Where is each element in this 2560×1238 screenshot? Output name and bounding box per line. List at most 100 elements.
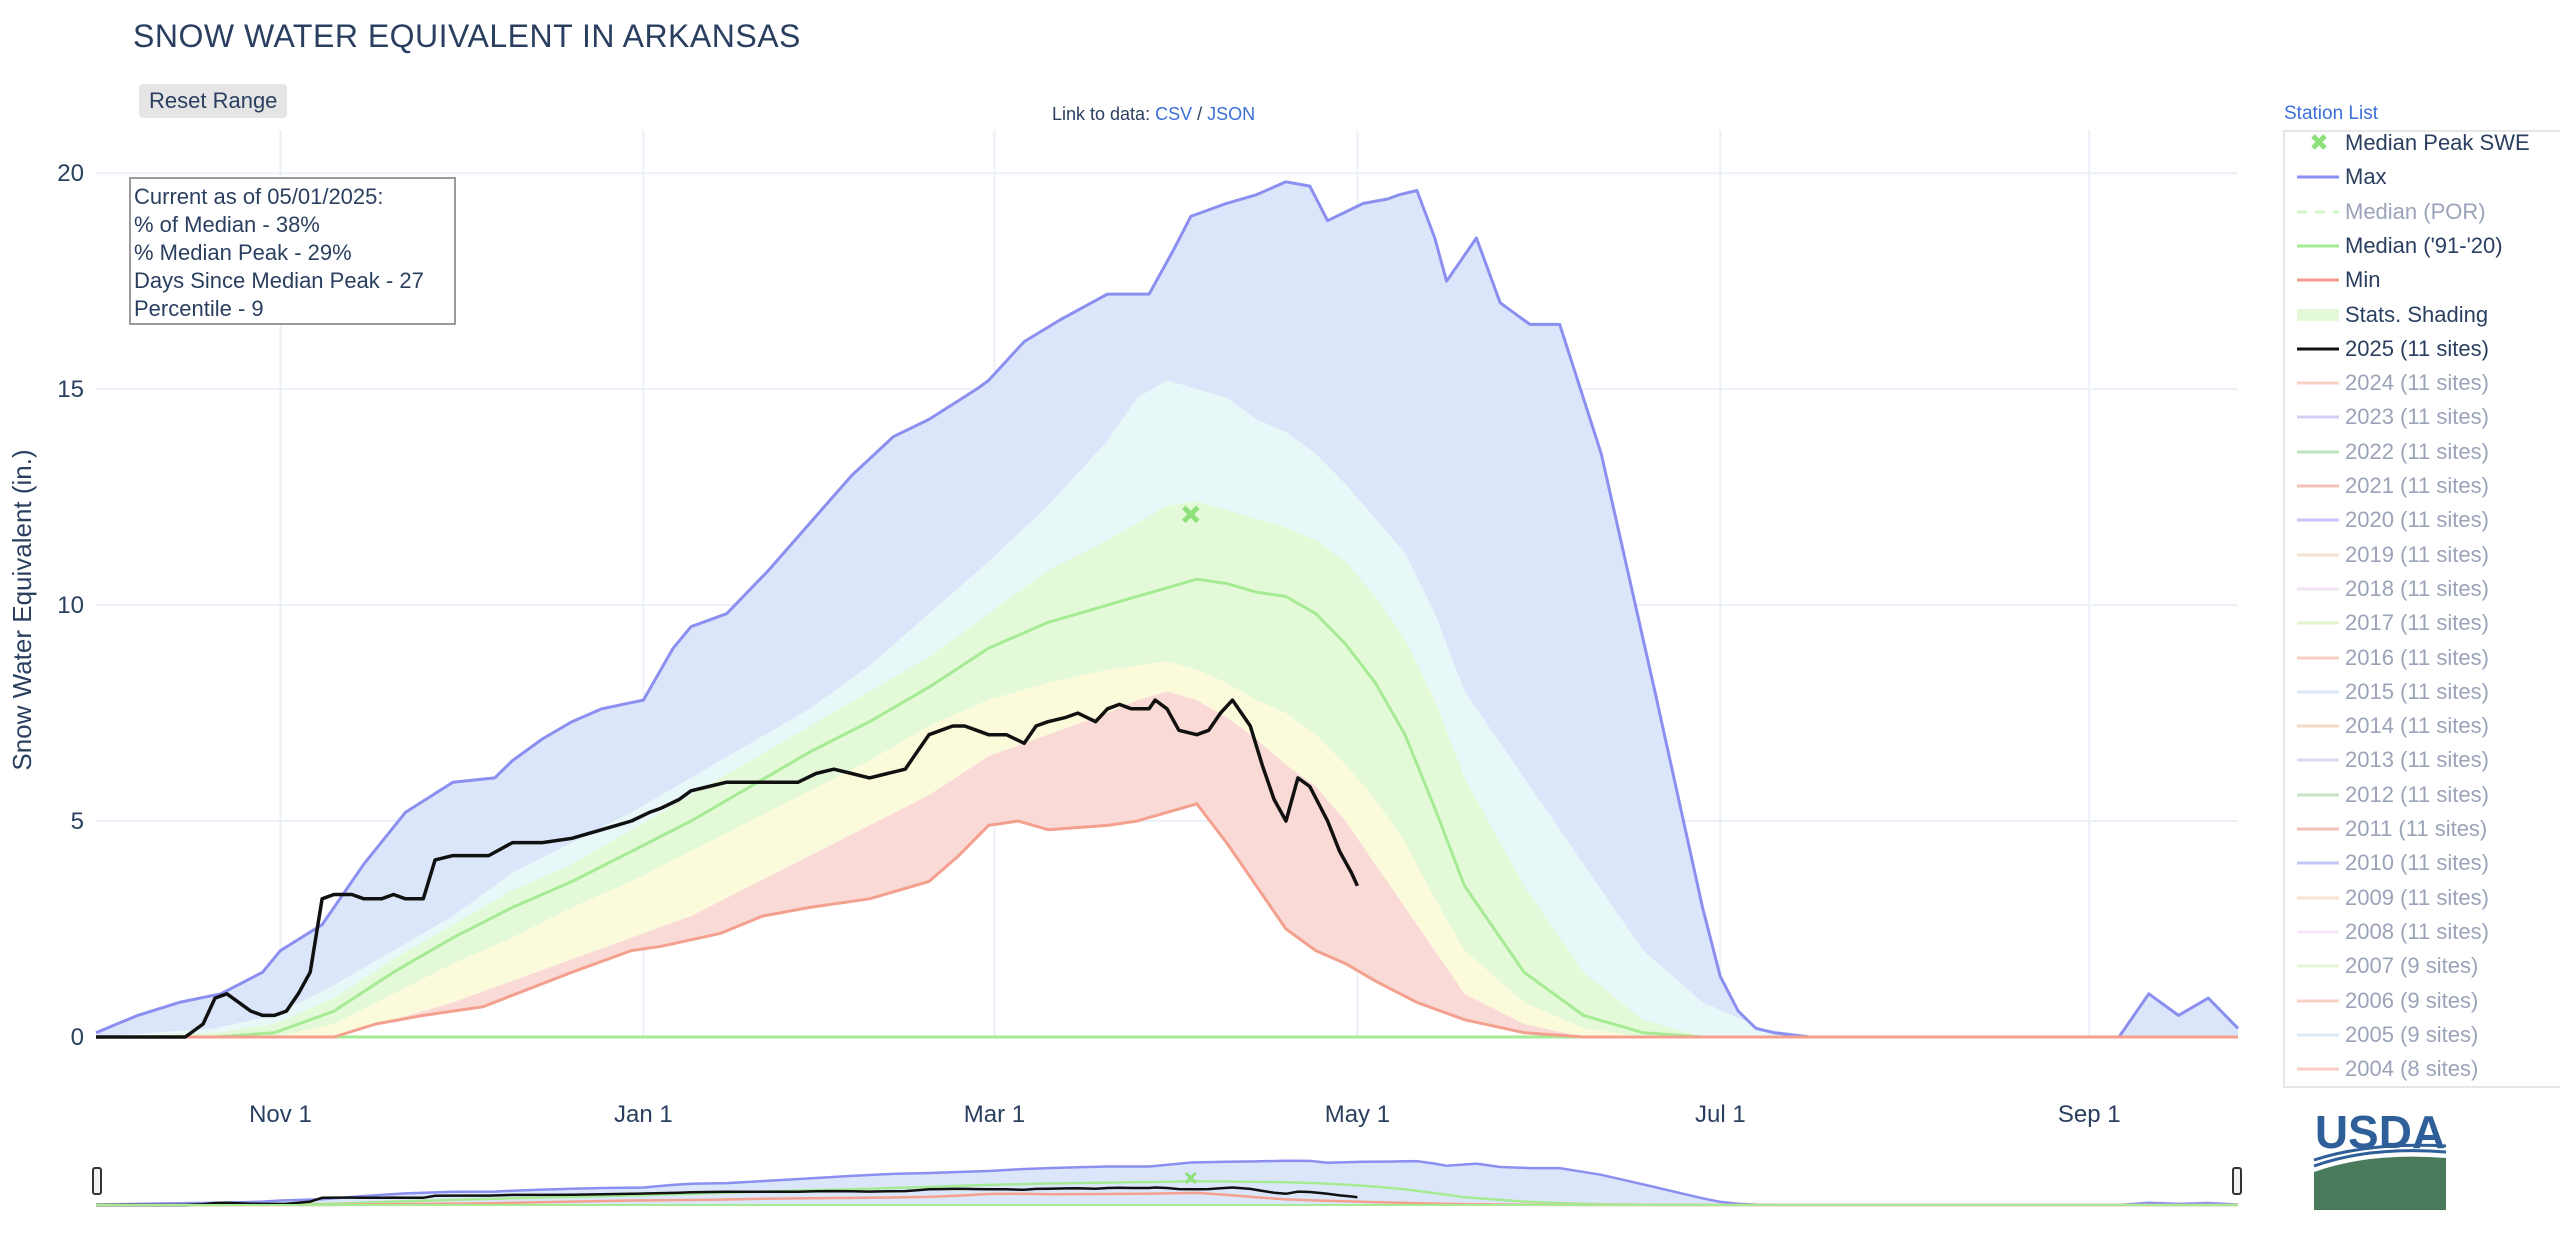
legend-swatch <box>2297 896 2339 900</box>
legend: Median Peak SWE Max Median (POR) Median ('9… <box>2283 130 2560 1088</box>
legend-item[interactable]: 2016 (11 sites) <box>2285 641 2560 675</box>
legend-item[interactable]: 2004 (8 sites) <box>2285 1052 2560 1086</box>
band-p10-min <box>96 691 2238 1037</box>
y-axis-label: Snow Water Equivalent (in.) <box>7 449 37 770</box>
legend-label: 2004 (8 sites) <box>2345 1056 2479 1082</box>
legend-label: 2017 (11 sites) <box>2345 610 2489 636</box>
legend-item[interactable]: Median (POR) <box>2285 195 2560 229</box>
legend-label: 2024 (11 sites) <box>2345 370 2489 396</box>
legend-item[interactable]: Median Peak SWE <box>2285 130 2560 160</box>
legend-label: 2009 (11 sites) <box>2345 884 2489 910</box>
usda-logo: USDA <box>2313 1112 2447 1210</box>
legend-item[interactable]: Max <box>2285 160 2560 194</box>
legend-label: 2011 (11 sites) <box>2345 816 2488 841</box>
legend-label: 2023 (11 sites) <box>2345 404 2489 430</box>
legend-swatch <box>2297 724 2339 728</box>
data-links: Link to data: CSV / JSON <box>1052 104 1255 125</box>
legend-label: 2013 (11 sites) <box>2345 747 2489 773</box>
status-line-days-since-peak: Days Since Median Peak - 27 <box>134 268 424 293</box>
legend-item[interactable]: 2021 (11 sites) <box>2285 469 2560 503</box>
median-peak-marker <box>1182 505 1200 524</box>
navigator-left-handle[interactable] <box>92 1167 102 1195</box>
legend-item[interactable]: Stats. Shading <box>2285 298 2560 332</box>
x-axis-ticks: Nov 1 Jan 1 Mar 1 May 1 Jul 1 Sep 1 <box>249 1101 2121 1128</box>
series-line-median-91-20- <box>96 577 2238 1039</box>
legend-label: 2025 (11 sites) <box>2345 335 2489 361</box>
series-line-max <box>95 180 2240 1039</box>
legend-label: 2014 (11 sites) <box>2345 713 2489 739</box>
legend-label: 2022 (11 sites) <box>2345 438 2489 464</box>
legend-swatch <box>2297 450 2339 454</box>
navigator-peak-marker <box>1184 1171 1197 1184</box>
legend-swatch <box>2297 308 2339 321</box>
legend-label: 2012 (11 sites) <box>2345 781 2489 807</box>
legend-label: 2020 (11 sites) <box>2345 507 2489 533</box>
legend-item[interactable]: 2011 (11 sites) <box>2285 812 2560 846</box>
legend-swatch <box>2297 175 2339 179</box>
legend-swatch <box>2297 964 2339 968</box>
legend-item[interactable]: 2022 (11 sites) <box>2285 435 2560 469</box>
legend-label: 2007 (9 sites) <box>2345 953 2479 979</box>
legend-swatch <box>2297 690 2339 694</box>
legend-swatch <box>2297 518 2339 522</box>
legend-label: Median Peak SWE <box>2345 130 2530 155</box>
legend-item[interactable]: 2024 (11 sites) <box>2285 366 2560 400</box>
legend-item[interactable]: 2006 (9 sites) <box>2285 984 2560 1018</box>
x-tick-label: May 1 <box>1325 1101 1390 1128</box>
x-tick-label: Sep 1 <box>2058 1101 2121 1128</box>
legend-label: Median ('91-'20) <box>2345 232 2503 258</box>
csv-link[interactable]: CSV <box>1155 104 1193 124</box>
navigator-line <box>96 1186 1358 1207</box>
navigator-line <box>95 1159 2239 1207</box>
legend-item[interactable]: 2023 (11 sites) <box>2285 400 2560 434</box>
status-box: Current as of 05/01/2025: % of Median - … <box>129 177 456 325</box>
legend-item[interactable]: 2008 (11 sites) <box>2285 915 2560 949</box>
legend-label: 2010 (11 sites) <box>2345 850 2489 876</box>
legend-item[interactable]: 2005 (9 sites) <box>2285 1018 2560 1052</box>
legend-item[interactable]: 2010 (11 sites) <box>2285 846 2560 880</box>
legend-item[interactable]: 2019 (11 sites) <box>2285 538 2560 572</box>
legend-item[interactable]: 2018 (11 sites) <box>2285 572 2560 606</box>
legend-label: 2005 (9 sites) <box>2345 1021 2479 1047</box>
link-separator: / <box>1197 104 1203 124</box>
legend-item[interactable]: 2007 (9 sites) <box>2285 949 2560 983</box>
x-tick-label: Jul 1 <box>1695 1101 1746 1128</box>
legend-label: 2016 (11 sites) <box>2345 644 2489 670</box>
status-line-median-peak: % Median Peak - 29% <box>134 240 352 265</box>
legend-label: Stats. Shading <box>2345 301 2489 327</box>
legend-swatch <box>2297 347 2339 351</box>
legend-swatch <box>2297 827 2339 831</box>
x-tick-label: Nov 1 <box>249 1101 312 1128</box>
legend-swatch <box>2297 621 2339 625</box>
band-max-p90 <box>96 181 2238 1038</box>
legend-label: 2008 (11 sites) <box>2345 918 2489 944</box>
legend-item[interactable]: 2013 (11 sites) <box>2285 743 2560 777</box>
legend-swatch <box>2297 484 2339 488</box>
legend-swatch <box>2297 210 2339 214</box>
y-axis-ticks: 0 5 10 15 20 <box>57 160 84 1051</box>
json-link[interactable]: JSON <box>1207 104 1256 124</box>
range-navigator[interactable] <box>92 1159 2242 1207</box>
legend-item[interactable]: 2025 (11 sites) <box>2285 332 2560 366</box>
legend-swatch <box>2297 278 2339 282</box>
reset-range-button[interactable]: Reset Range <box>139 84 288 118</box>
legend-swatch <box>2297 553 2339 557</box>
x-tick-label: Mar 1 <box>964 1101 1025 1128</box>
legend-item[interactable]: 2020 (11 sites) <box>2285 503 2560 537</box>
legend-item[interactable]: 2012 (11 sites) <box>2285 778 2560 812</box>
legend-item[interactable]: Median ('91-'20) <box>2285 229 2560 263</box>
legend-item[interactable]: 2009 (11 sites) <box>2285 881 2560 915</box>
legend-item[interactable]: 2017 (11 sites) <box>2285 606 2560 640</box>
legend-item[interactable]: Min <box>2285 263 2560 297</box>
legend-swatch <box>2297 244 2339 248</box>
legend-item[interactable]: 2014 (11 sites) <box>2285 709 2560 743</box>
series-line-2025-11-sites- <box>96 698 1359 1039</box>
status-line-percentile: Percentile - 9 <box>134 296 264 321</box>
legend-label: 2015 (11 sites) <box>2345 678 2489 704</box>
station-list-link[interactable]: Station List <box>2284 103 2378 124</box>
navigator-right-handle[interactable] <box>2232 1167 2242 1195</box>
legend-item[interactable]: 2015 (11 sites) <box>2285 675 2560 709</box>
status-line-current: Current as of 05/01/2025: <box>134 184 384 209</box>
page-title: SNOW WATER EQUIVALENT IN ARKANSAS <box>133 18 801 54</box>
